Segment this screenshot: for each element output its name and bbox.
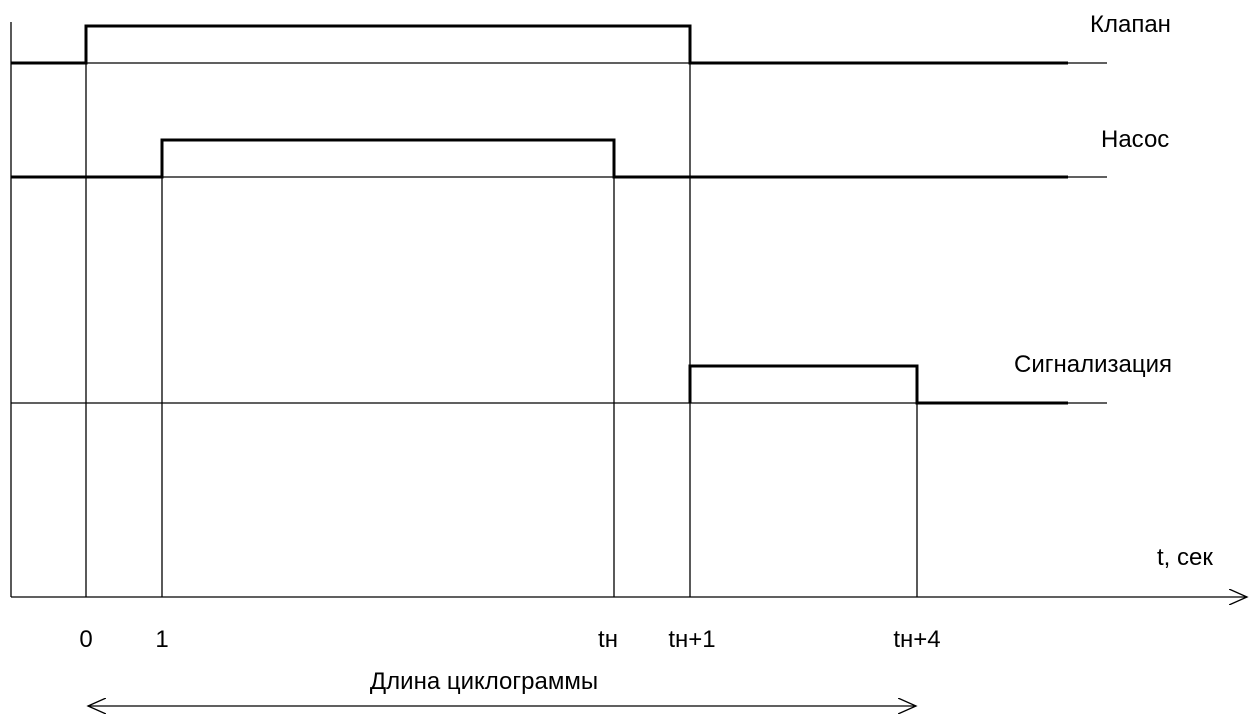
- time-axis-label: t, сек: [1157, 544, 1213, 571]
- pump-signal-trace: [11, 138, 1068, 179]
- tick-label-tn-plus-1: tн+1: [668, 626, 715, 653]
- span-label: Длина циклограммы: [370, 668, 598, 695]
- tick-label-1: 1: [155, 626, 168, 653]
- alarm-label: Сигнализация: [1014, 351, 1172, 378]
- tick-label-tn: tн: [598, 626, 618, 653]
- alarm-signal-trace: [688, 364, 1068, 405]
- valve-label: Клапан: [1090, 11, 1171, 38]
- valve-signal-trace: [11, 24, 1068, 65]
- tick-label-tn-plus-4: tн+4: [893, 626, 940, 653]
- tick-label-0: 0: [79, 626, 92, 653]
- pump-label: Насос: [1101, 126, 1169, 153]
